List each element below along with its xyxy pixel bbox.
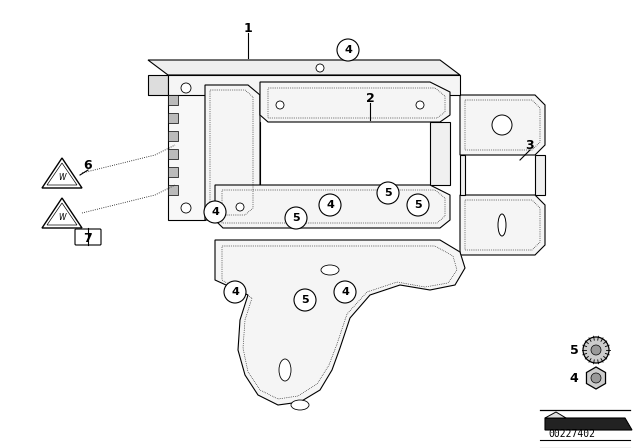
Text: 5: 5 (301, 295, 309, 305)
Circle shape (492, 115, 512, 135)
Text: 4: 4 (211, 207, 219, 217)
Polygon shape (168, 167, 178, 177)
Polygon shape (205, 85, 260, 220)
Polygon shape (545, 412, 566, 418)
Circle shape (181, 83, 191, 93)
Circle shape (583, 337, 609, 363)
Circle shape (591, 345, 601, 355)
Circle shape (407, 194, 429, 216)
Text: 00227402: 00227402 (548, 429, 595, 439)
Polygon shape (260, 82, 450, 122)
Circle shape (294, 289, 316, 311)
Text: W: W (58, 212, 66, 221)
Text: 4: 4 (341, 287, 349, 297)
FancyBboxPatch shape (75, 229, 101, 245)
Polygon shape (168, 113, 178, 123)
Circle shape (334, 281, 356, 303)
Polygon shape (430, 122, 450, 185)
Text: 4: 4 (231, 287, 239, 297)
Polygon shape (215, 185, 450, 228)
Polygon shape (168, 75, 460, 95)
Polygon shape (460, 95, 545, 155)
Polygon shape (47, 203, 77, 225)
Text: 3: 3 (525, 138, 534, 151)
Polygon shape (42, 198, 82, 228)
Text: W: W (58, 172, 66, 181)
Circle shape (181, 203, 191, 213)
Polygon shape (168, 149, 178, 159)
Polygon shape (168, 131, 178, 141)
Text: 1: 1 (244, 22, 252, 34)
Polygon shape (460, 155, 465, 195)
Circle shape (591, 373, 601, 383)
Polygon shape (148, 60, 460, 75)
Polygon shape (148, 75, 168, 95)
Text: 6: 6 (84, 159, 92, 172)
Circle shape (337, 39, 359, 61)
Circle shape (236, 203, 244, 211)
Polygon shape (215, 122, 260, 185)
Circle shape (316, 64, 324, 72)
Polygon shape (535, 155, 545, 195)
Polygon shape (42, 158, 82, 188)
Circle shape (224, 281, 246, 303)
Polygon shape (545, 418, 632, 430)
Circle shape (411, 203, 419, 211)
Ellipse shape (291, 400, 309, 410)
Text: 2: 2 (365, 91, 374, 104)
Text: 4: 4 (344, 45, 352, 55)
Ellipse shape (321, 265, 339, 275)
Polygon shape (586, 367, 605, 389)
Circle shape (276, 101, 284, 109)
Circle shape (377, 182, 399, 204)
Text: 7: 7 (84, 232, 92, 245)
Text: 5: 5 (414, 200, 422, 210)
Circle shape (204, 201, 226, 223)
Text: 5: 5 (292, 213, 300, 223)
Circle shape (416, 101, 424, 109)
Circle shape (285, 207, 307, 229)
Polygon shape (168, 185, 178, 195)
Text: 5: 5 (570, 344, 579, 357)
Circle shape (319, 194, 341, 216)
Text: 4: 4 (326, 200, 334, 210)
Polygon shape (47, 163, 77, 185)
Text: 4: 4 (570, 371, 579, 384)
Polygon shape (215, 240, 465, 405)
Polygon shape (168, 95, 178, 105)
Ellipse shape (279, 359, 291, 381)
Ellipse shape (498, 214, 506, 236)
Text: 5: 5 (384, 188, 392, 198)
Polygon shape (460, 195, 545, 255)
Polygon shape (168, 75, 205, 220)
